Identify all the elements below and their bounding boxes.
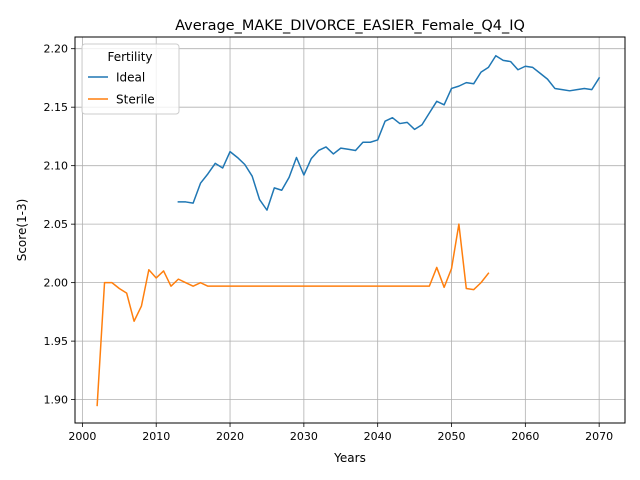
legend-label-sterile: Sterile — [116, 93, 155, 107]
y-tick-label: 2.15 — [44, 101, 69, 114]
legend-title: Fertility — [107, 50, 152, 64]
x-tick-label: 2070 — [585, 430, 613, 443]
x-tick-label: 2040 — [364, 430, 392, 443]
y-tick-label: 2.10 — [44, 160, 69, 173]
legend: Fertility Ideal Sterile — [82, 44, 179, 114]
y-tick-label: 2.20 — [44, 43, 69, 56]
y-tick-label: 1.90 — [44, 394, 69, 407]
x-tick-label: 2020 — [216, 430, 244, 443]
legend-label-ideal: Ideal — [116, 71, 145, 85]
y-tick-label: 2.05 — [44, 218, 69, 231]
y-axis-label: Score(1-3) — [15, 199, 29, 262]
y-tick-label: 1.95 — [44, 335, 69, 348]
x-tick-label: 2000 — [68, 430, 96, 443]
y-tick-label: 2.00 — [44, 277, 69, 290]
chart-title: Average_MAKE_DIVORCE_EASIER_Female_Q4_IQ — [175, 18, 525, 34]
x-axis-label: Years — [333, 451, 366, 465]
x-tick-label: 2030 — [290, 430, 318, 443]
x-tick-label: 2060 — [511, 430, 539, 443]
x-tick-label: 2050 — [438, 430, 466, 443]
x-tick-label: 2010 — [142, 430, 170, 443]
